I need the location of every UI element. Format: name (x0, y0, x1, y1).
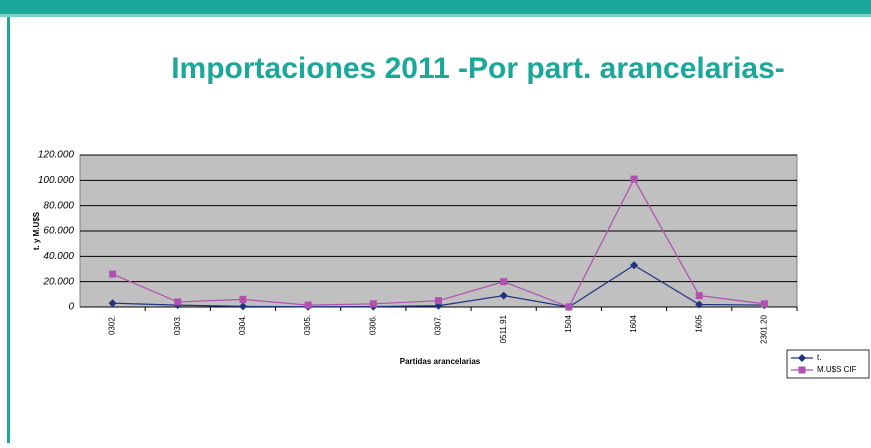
x-tick-label: 0302. (108, 315, 117, 335)
data-point (695, 300, 704, 309)
x-tick-label: 0303. (173, 315, 182, 335)
y-tick-label: 120.000 (38, 150, 75, 161)
left-border (7, 17, 10, 443)
x-tick-label: 0511.91 (499, 314, 508, 343)
legend-label: M.U$S CIF (817, 365, 857, 374)
x-tick-label: 0306. (368, 315, 377, 335)
y-tick-label: 40.000 (43, 251, 74, 262)
data-point (500, 278, 508, 286)
data-point (174, 298, 182, 306)
legend-marker (798, 366, 806, 374)
x-tick-label: 1605 (694, 314, 703, 332)
y-tick-label: 80.000 (43, 200, 74, 211)
data-point (695, 292, 703, 300)
data-point (630, 175, 638, 183)
data-point (239, 295, 247, 303)
data-point (435, 297, 442, 305)
data-point (760, 300, 768, 308)
x-axis-title: Partidas arancelarias (400, 357, 481, 366)
x-tick-label: 0305. (303, 315, 312, 335)
y-tick-label: 20.000 (42, 276, 74, 287)
top-bar (0, 0, 871, 14)
y-tick-label: 60.000 (43, 226, 74, 237)
data-point (369, 300, 377, 308)
data-point (499, 291, 508, 300)
data-point (109, 270, 117, 278)
y-axis-title: t. y M.U$S (32, 211, 41, 250)
legend-marker (798, 354, 806, 362)
y-tick-label: 0 (68, 302, 74, 313)
x-tick-label: 1604 (629, 314, 638, 332)
chart-title: Importaciones 2011 -Por part. arancelari… (171, 52, 785, 85)
data-point (565, 303, 573, 311)
x-tick-label: 2301.20 (760, 314, 769, 343)
x-tick-label: 0307. (434, 315, 443, 335)
x-tick-label: 0304. (238, 315, 247, 335)
x-tick-label: 1504 (564, 314, 573, 332)
y-tick-label: 100.000 (38, 175, 75, 186)
data-point (108, 299, 117, 308)
top-bar-shadow (0, 14, 871, 17)
data-point (304, 301, 312, 309)
data-point (238, 302, 247, 311)
legend-label: t. (817, 353, 821, 362)
data-point (630, 261, 639, 270)
